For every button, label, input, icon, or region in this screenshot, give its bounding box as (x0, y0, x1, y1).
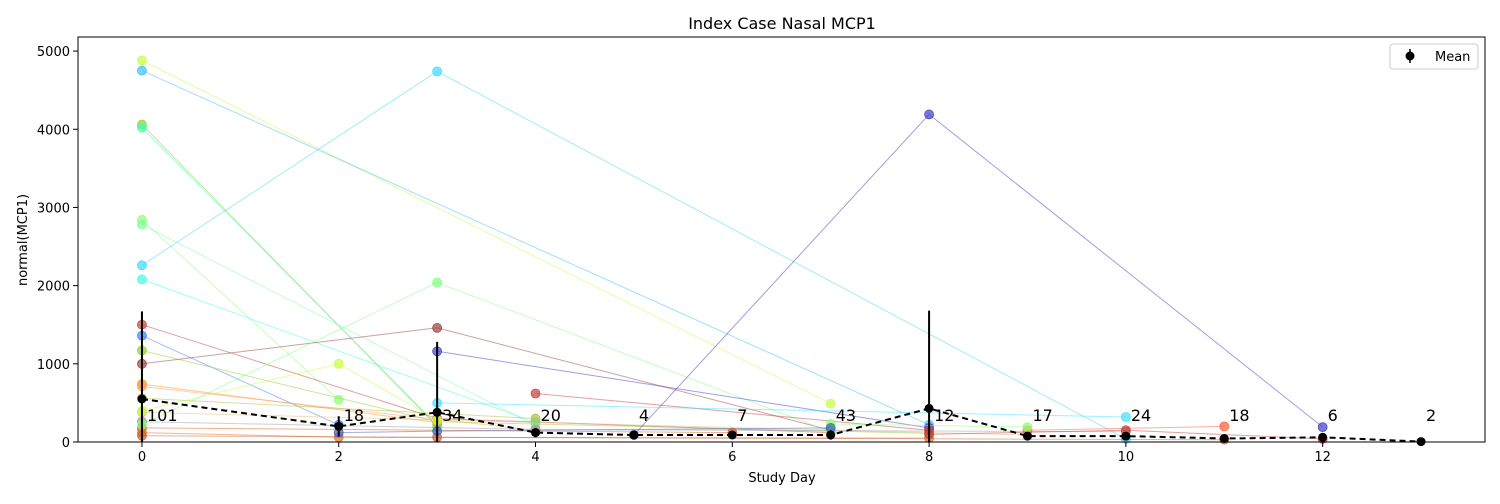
mean-point-9 (1121, 431, 1131, 441)
plot-background (78, 37, 1485, 442)
subject-point-0-1 (825, 398, 836, 409)
mean-point-0 (137, 394, 147, 404)
x-axis-label: Study Day (748, 471, 816, 486)
count-label-1: 18 (344, 406, 364, 425)
subject-line-2 (141, 124, 438, 427)
subject-point-11-1 (432, 322, 443, 333)
x-tick-label-1: 2 (335, 450, 343, 465)
x-tick-label-3: 6 (728, 450, 736, 465)
subject-point-14-1 (530, 413, 541, 424)
subject-point-24-2 (1317, 422, 1328, 433)
count-label-10: 18 (1229, 406, 1249, 425)
count-labels-group: 101 18 34 20 4 7 43 12 17 24 18 6 2 (147, 406, 1436, 425)
subject-point-27-1 (1022, 422, 1033, 433)
subject-point-23-0 (530, 388, 541, 399)
subject-line-22 (437, 350, 930, 429)
y-tick-label-1: 1000 (37, 358, 70, 373)
subject-line-7 (141, 278, 536, 423)
y-tick-label-4: 4000 (37, 123, 70, 138)
subject-point-6-1 (432, 66, 443, 77)
subject-point-21-1 (432, 277, 443, 288)
mean-point-1 (334, 421, 344, 431)
mean-point-7 (924, 403, 934, 413)
count-label-11: 6 (1328, 406, 1338, 425)
legend-mean-label: Mean (1435, 50, 1470, 65)
subject-point-4-1 (333, 394, 344, 405)
subject-point-5-0 (137, 219, 147, 230)
count-label-2: 34 (442, 406, 462, 425)
legend-mean-marker-icon (1405, 51, 1415, 61)
count-label-5: 7 (737, 406, 747, 425)
subject-point-20-1 (333, 358, 344, 369)
x-tick-label-2: 4 (531, 450, 539, 465)
mean-point-6 (826, 430, 836, 440)
count-label-9: 24 (1131, 406, 1151, 425)
count-label-12: 2 (1426, 406, 1436, 425)
subject-point-26-1 (1219, 421, 1230, 432)
axes-frame (77, 36, 1486, 443)
x-tick-label-0: 0 (138, 450, 146, 465)
legend-box (1389, 43, 1479, 70)
count-label-8: 17 (1032, 406, 1052, 425)
subject-line-5 (141, 224, 536, 427)
count-label-4: 4 (639, 406, 649, 425)
legend: Mean (1389, 43, 1479, 70)
subject-point-24-1 (924, 109, 934, 120)
mean-point-2 (432, 407, 442, 417)
subject-line-14 (141, 397, 536, 419)
subject-line-3 (141, 127, 438, 426)
subject-point-0-0 (137, 55, 147, 66)
mean-point-5 (727, 430, 737, 440)
x-tick-label-6: 12 (1314, 450, 1331, 465)
y-tick-label-2: 2000 (37, 280, 70, 295)
plot-area (78, 37, 1485, 442)
count-label-7: 12 (934, 406, 954, 425)
subject-line-1 (141, 70, 930, 426)
subject-line-9 (141, 335, 339, 426)
subject-point-25-1 (1120, 412, 1131, 422)
mean-point-3 (531, 428, 541, 438)
mean-point-11 (1318, 432, 1328, 442)
x-tick-label-5: 10 (1118, 450, 1135, 465)
subject-point-1-0 (137, 65, 147, 76)
chart-title: Index Case Nasal MCP1 (688, 14, 876, 33)
y-tick-label-5: 5000 (37, 45, 70, 60)
subject-line-25 (437, 402, 1126, 418)
count-label-3: 20 (541, 406, 561, 425)
mean-point-8 (1022, 431, 1032, 441)
y-tick-label-3: 3000 (37, 201, 70, 216)
subject-point-7-0 (137, 274, 147, 285)
mean-point-4 (629, 430, 639, 440)
subject-line-4 (141, 219, 340, 401)
count-label-6: 43 (836, 406, 856, 425)
y-axis-label: normal(MCP1) (16, 194, 31, 286)
mean-point-10 (1219, 433, 1229, 443)
x-tick-label-4: 8 (925, 450, 933, 465)
subject-point-3-0 (137, 122, 147, 133)
mean-series-group (137, 310, 1426, 447)
y-tick-label-0: 0 (62, 436, 70, 451)
subject-point-6-0 (137, 260, 147, 271)
count-label-0: 101 (147, 406, 178, 425)
